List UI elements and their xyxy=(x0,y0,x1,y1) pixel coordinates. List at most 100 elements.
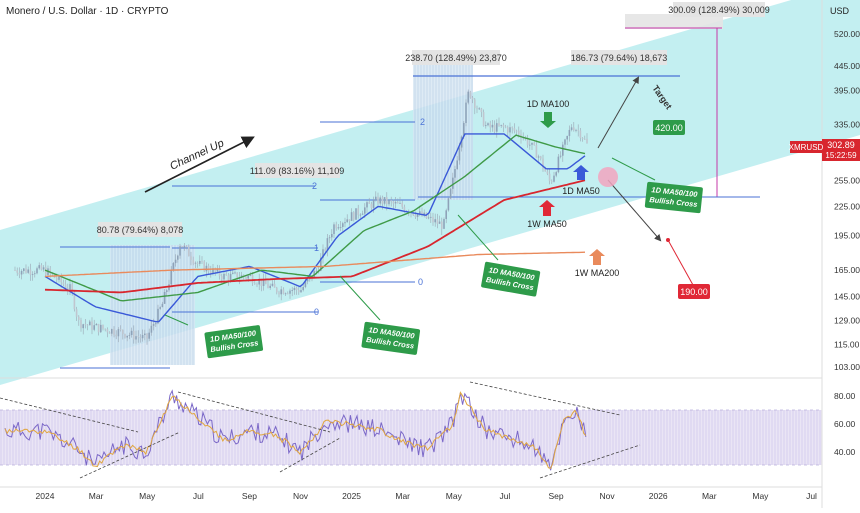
candle xyxy=(236,272,238,280)
candle xyxy=(75,309,78,317)
arrow-1d-ma100 xyxy=(540,112,556,128)
bear-badge-bg xyxy=(678,284,710,299)
chart-title: Monero / U.S. Dollar · 1D · CRYPTO xyxy=(6,6,169,17)
last-price: 302.89 xyxy=(827,140,855,150)
channel-arrow xyxy=(144,136,255,193)
candle xyxy=(581,138,584,139)
candle xyxy=(234,272,236,274)
arrow-1w-ma200 xyxy=(589,249,605,265)
candle xyxy=(302,287,304,291)
candle xyxy=(507,127,509,133)
y-tick-label: 520.00 xyxy=(834,29,860,39)
candle xyxy=(249,275,252,276)
stat-box-1-bg xyxy=(412,50,500,65)
candle xyxy=(544,168,546,172)
candle xyxy=(579,130,582,139)
candle xyxy=(113,329,115,335)
candle xyxy=(38,265,40,269)
bear-projection-arrow xyxy=(607,179,662,242)
candle xyxy=(573,127,575,131)
candle xyxy=(357,208,359,215)
candle xyxy=(489,123,491,128)
y-tick-label: 129.00 xyxy=(834,316,860,326)
candle xyxy=(379,197,381,204)
candle xyxy=(251,275,254,284)
rsi-trend-2 xyxy=(79,431,181,479)
candle xyxy=(62,282,65,285)
bullish-cross-box-2: 1D MA50/100 Bullish Cross xyxy=(361,321,421,355)
candle xyxy=(221,276,223,280)
candle xyxy=(42,267,45,270)
candle xyxy=(584,138,586,140)
candle xyxy=(394,202,397,204)
candle xyxy=(111,329,113,334)
candle xyxy=(157,308,159,324)
candle xyxy=(80,319,82,329)
candle xyxy=(482,112,485,126)
candle xyxy=(509,127,511,133)
candle xyxy=(139,337,142,339)
candle xyxy=(430,216,432,218)
x-tick-label: May xyxy=(446,491,463,501)
candle xyxy=(210,271,212,274)
rally-area-2024 xyxy=(110,245,195,365)
candle xyxy=(540,156,542,159)
candle xyxy=(337,227,340,229)
label-1d-ma100: 1D MA100 xyxy=(527,99,570,109)
ma50-1w-line xyxy=(44,179,586,294)
label-1w-ma200: 1W MA200 xyxy=(575,268,620,278)
candle xyxy=(148,332,150,339)
candle xyxy=(144,333,146,336)
candle xyxy=(555,172,557,176)
candle xyxy=(95,324,98,326)
cross-1-pointer xyxy=(164,314,189,326)
fib-label-0b: 0 xyxy=(314,307,319,317)
candle xyxy=(372,200,375,208)
x-tick-label: Jul xyxy=(193,491,204,501)
bullish-cross-box-3: 1D MA50/100 Bullish Cross xyxy=(481,261,541,297)
candle xyxy=(196,262,199,264)
cross-2-pointer xyxy=(339,275,381,321)
candle xyxy=(27,269,29,273)
candle xyxy=(353,212,355,220)
candle xyxy=(223,273,225,280)
ma200-1w-line xyxy=(44,251,586,278)
candle xyxy=(333,224,335,235)
candle xyxy=(133,330,135,340)
candle xyxy=(91,321,93,330)
candle xyxy=(355,208,357,220)
candle xyxy=(449,188,452,199)
rsi-tick-label: 40.00 xyxy=(834,447,856,457)
candle xyxy=(557,156,560,173)
candle xyxy=(188,246,190,257)
candle xyxy=(245,276,247,279)
candle xyxy=(82,324,84,329)
rsi-axis: 80.00 60.00 40.00 xyxy=(834,391,856,457)
candle xyxy=(381,197,384,204)
candle xyxy=(388,200,390,205)
candle xyxy=(480,108,483,113)
candle xyxy=(537,156,540,158)
candle xyxy=(414,215,417,217)
candle xyxy=(216,268,219,272)
candle xyxy=(280,289,282,295)
rsi-tick-label: 80.00 xyxy=(834,391,856,401)
candle xyxy=(291,290,293,291)
rsi-tick-label: 60.00 xyxy=(834,419,856,429)
candle xyxy=(361,213,364,215)
rsi-ma-line xyxy=(4,391,587,470)
candle xyxy=(214,268,216,272)
candle xyxy=(467,91,469,103)
candle xyxy=(493,124,496,132)
currency-label: USD xyxy=(830,6,850,16)
candle xyxy=(40,265,43,270)
target-badge: 420.00 xyxy=(655,123,683,133)
candle xyxy=(269,285,271,288)
candle xyxy=(496,123,498,132)
candle xyxy=(447,198,450,211)
bullish-cross-box-1: 1D MA50/100 Bullish Cross xyxy=(204,325,264,359)
candle xyxy=(586,138,588,144)
candle xyxy=(419,211,421,214)
candle xyxy=(232,272,234,274)
candle xyxy=(108,332,111,334)
